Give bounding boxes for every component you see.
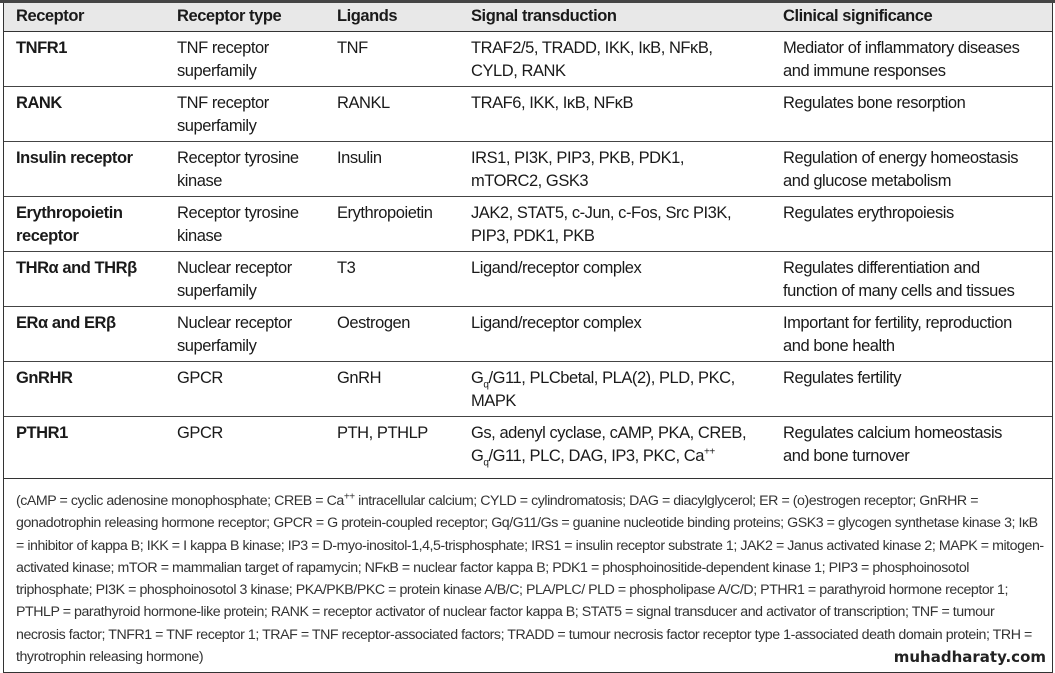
table-row: PTHR1 GPCR PTH, PTHLP Gs, adenyl cyclase, c… xyxy=(4,416,1052,479)
cell-signal: Ligand/receptor complex xyxy=(459,251,771,307)
cell-receptor: PTHR1 xyxy=(4,416,165,479)
table-row: THRα and THRβ Nuclear receptor superfamily… xyxy=(4,251,1052,307)
cell-ligands: Oestrogen xyxy=(325,306,459,362)
cell-receptor: RANK xyxy=(4,86,165,142)
cell-type: GPCR xyxy=(165,361,325,417)
cell-ligands: RANKL xyxy=(325,86,459,142)
table-row: TNFR1 TNF receptor superfamily TNF TRAF2/5, … xyxy=(4,31,1052,87)
footnote-text: (cAMP = cyclic adenosine monophosphate; … xyxy=(16,491,1044,666)
top-rule xyxy=(0,0,1055,3)
abbreviations-footnote: (cAMP = cyclic adenosine monophosphate; … xyxy=(4,479,1052,672)
table-body: TNFR1 TNF receptor superfamily TNF TRAF2/5, … xyxy=(4,31,1052,479)
cell-signal: TRAF6, IKK, IκB, NFκB xyxy=(459,86,771,142)
cell-clinical: Important for fertility, reproduction and… xyxy=(771,306,1052,362)
header-receptor: Receptor xyxy=(4,0,165,32)
cell-receptor: ERα and ERβ xyxy=(4,306,165,362)
table-row: ERα and ERβ Nuclear receptor superfamily Oe… xyxy=(4,306,1052,362)
header-ligands: Ligands xyxy=(325,0,459,32)
cell-type: TNF receptor superfamily xyxy=(165,86,325,142)
cell-signal: Ligand/receptor complex xyxy=(459,306,771,362)
cell-clinical: Regulates erythropoiesis xyxy=(771,196,1052,252)
cell-ligands: T3 xyxy=(325,251,459,307)
cell-clinical: Regulation of energy homeostasis and gluc… xyxy=(771,141,1052,197)
cell-type: GPCR xyxy=(165,416,325,479)
cell-signal: Gs, adenyl cyclase, cAMP, PKA, CREB, Gq/G… xyxy=(459,416,771,479)
header-row: Receptor Receptor type Ligands Signal tr… xyxy=(4,0,1052,32)
cell-type: Receptor tyrosine kinase xyxy=(165,141,325,197)
cell-type: TNF receptor superfamily xyxy=(165,31,325,87)
cell-clinical: Regulates differentiation and function of… xyxy=(771,251,1052,307)
cell-clinical: Regulates bone resorption xyxy=(771,86,1052,142)
table-row: Insulin receptor Receptor tyrosine kinase I… xyxy=(4,141,1052,197)
header-signal-transduction: Signal transduction xyxy=(459,0,771,32)
header-receptor-type: Receptor type xyxy=(165,0,325,32)
cell-signal: JAK2, STAT5, c-Jun, c-Fos, Src PI3K, PIP3… xyxy=(459,196,771,252)
cell-ligands: Insulin xyxy=(325,141,459,197)
cell-receptor: Erythropoietin receptor xyxy=(4,196,165,252)
cell-receptor: GnRHR xyxy=(4,361,165,417)
cell-clinical: Regulates fertility xyxy=(771,361,1052,417)
cell-type: Nuclear receptor superfamily xyxy=(165,251,325,307)
cell-ligands: TNF xyxy=(325,31,459,87)
cell-type: Nuclear receptor superfamily xyxy=(165,306,325,362)
receptor-table: Receptor Receptor type Ligands Signal tr… xyxy=(4,0,1052,479)
table-row: GnRHR GPCR GnRH Gq/G11, PLCbetal, PLA(2), P… xyxy=(4,361,1052,417)
cell-clinical: Regulates calcium homeostasis and bone tu… xyxy=(771,416,1052,479)
cell-signal: Gq/G11, PLCbetal, PLA(2), PLD, PKC, MAPK xyxy=(459,361,771,417)
cell-receptor: THRα and THRβ xyxy=(4,251,165,307)
table-row: Erythropoietin receptor Receptor tyrosine k… xyxy=(4,196,1052,252)
cell-receptor: TNFR1 xyxy=(4,31,165,87)
watermark: muhadharaty.com xyxy=(893,648,1046,667)
cell-signal: TRAF2/5, TRADD, IKK, IκB, NFκB, CYLD, RAN… xyxy=(459,31,771,87)
cell-ligands: Erythropoietin xyxy=(325,196,459,252)
cell-ligands: PTH, PTHLP xyxy=(325,416,459,479)
cell-clinical: Mediator of inflammatory diseases and imm… xyxy=(771,31,1052,87)
table-row: RANK TNF receptor superfamily RANKL TRAF6, I… xyxy=(4,86,1052,142)
cell-receptor: Insulin receptor xyxy=(4,141,165,197)
receptor-table-panel: Receptor Receptor type Ligands Signal tr… xyxy=(3,0,1053,673)
cell-signal: IRS1, PI3K, PIP3, PKB, PDK1, mTORC2, GSK3 xyxy=(459,141,771,197)
cell-ligands: GnRH xyxy=(325,361,459,417)
cell-type: Receptor tyrosine kinase xyxy=(165,196,325,252)
header-clinical-significance: Clinical significance xyxy=(771,0,1052,32)
